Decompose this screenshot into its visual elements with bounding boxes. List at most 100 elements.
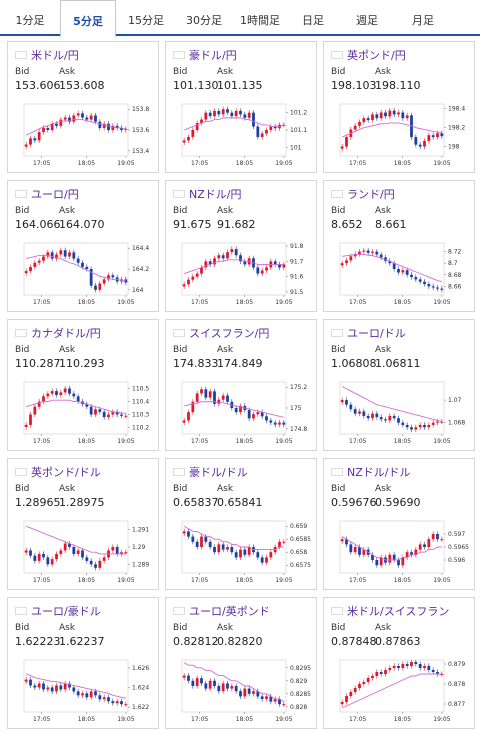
tab-timeframe[interactable]: 30分足 [186, 14, 222, 27]
chart-container[interactable]: 0.659 0.6585 0.658 0.6575 17:05 18:05 19:05 [170, 519, 312, 587]
candle-body [33, 262, 37, 267]
currency-pair-link[interactable]: 英ポンド/円 [347, 49, 406, 62]
tab-timeframe[interactable]: 月足 [412, 14, 434, 27]
rate-card[interactable]: ユーロ/ドル Bid Ask 1.06808 1.06811 1.07 1.068 17:05… [323, 319, 475, 451]
rate-card[interactable]: ユーロ/円 Bid Ask 164.066 164.070 164.4 164.2 164 17… [7, 180, 159, 312]
chart-container[interactable]: 164.4 164.2 164 17:05 18:05 19:05 [12, 241, 154, 309]
chart-container[interactable]: 0.8295 0.829 0.8285 0.828 17:05 18:05 19:05 [170, 658, 312, 726]
currency-pair-link[interactable]: 豪ドル/ドル [189, 466, 248, 479]
candle-body [68, 388, 71, 394]
bid-label: Bid [331, 484, 346, 494]
card-header: 米ドル/円 [15, 48, 79, 62]
chart-container[interactable]: 1.626 1.624 1.622 17:05 18:05 19:05 [12, 658, 154, 726]
candle-body [234, 110, 238, 117]
tab-timeframe[interactable]: 1分足 [15, 14, 45, 27]
bid-label: Bid [15, 67, 30, 77]
candle-body [221, 395, 225, 400]
rate-card[interactable]: ユーロ/英ポンド Bid Ask 0.82812 0.82820 0.8295 0.829 0… [165, 597, 317, 729]
currency-pair-link[interactable]: カナダドル/円 [31, 327, 101, 340]
x-tick-label: 17:05 [191, 299, 208, 306]
chart-container[interactable]: 8.72 8.7 8.68 8.66 17:05 18:05 19:05 [328, 241, 470, 309]
currency-pair-link[interactable]: スイスフラン/円 [189, 327, 270, 340]
gb-flag-icon [15, 468, 27, 476]
currency-pair-link[interactable]: NZドル/円 [189, 188, 242, 201]
card-header: ユーロ/円 [15, 187, 79, 201]
rate-card[interactable]: カナダドル/円 Bid Ask 110.287 110.293 110.5 110.4 110… [7, 319, 159, 451]
chart-container[interactable]: 91.8 91.7 91.6 91.5 17:05 18:05 19:05 [170, 241, 312, 309]
x-tick-label: 17:05 [349, 716, 366, 723]
chart-container[interactable]: 153.8 153.6 153.4 17:05 18:05 19:05 [12, 102, 154, 170]
rate-card[interactable]: NZドル/円 Bid Ask 91.675 91.682 91.8 91.7 91.6 91.5… [165, 180, 317, 312]
candle-body [252, 112, 255, 127]
card-header: 英ポンド/ドル [15, 465, 101, 479]
rate-card[interactable]: 英ポンド/ドル Bid Ask 1.28965 1.28975 1.291 1.29 1.28… [7, 458, 159, 590]
ch-flag-icon [173, 329, 185, 337]
candle-body [397, 269, 400, 273]
candle-body [392, 554, 396, 560]
rate-card[interactable]: ユーロ/豪ドル Bid Ask 1.62223 1.62237 1.626 1.624 1.6… [7, 597, 159, 729]
chart-container[interactable]: 1.291 1.29 1.289 17:05 18:05 19:05 [12, 519, 154, 587]
rate-card[interactable]: NZドル/ドル Bid Ask 0.59676 0.59690 0.597 0.5965 0.… [323, 458, 475, 590]
chart-container[interactable]: 110.5 110.4 110.3 110.2 17:05 18:05 19:05 [12, 380, 154, 448]
candle-body [182, 420, 186, 423]
ask-label: Ask [217, 206, 234, 216]
chart-container[interactable]: 1.07 1.068 17:05 18:05 19:05 [328, 380, 470, 448]
currency-pair-link[interactable]: ユーロ/英ポンド [189, 605, 270, 618]
candle-body [423, 666, 426, 668]
rate-card[interactable]: 米ドル/スイスフラン Bid Ask 0.87848 0.87863 0.879 0.878… [323, 597, 475, 729]
price-chart: 153.8 153.6 153.4 17:05 18:05 19:05 [23, 103, 149, 167]
candle-body [379, 417, 383, 420]
candle-body [239, 110, 242, 115]
currency-pair-link[interactable]: ランド/円 [347, 188, 395, 201]
currency-pair-link[interactable]: NZドル/ドル [347, 466, 411, 479]
candle-body [42, 256, 45, 261]
y-tick-label: 0.878 [448, 681, 465, 688]
tab-timeframe[interactable]: 5分足 [60, 0, 116, 37]
candle-body [423, 140, 426, 147]
candle-body [102, 123, 106, 128]
rate-card[interactable]: 豪ドル/ドル Bid Ask 0.65837 0.65841 0.659 0.6585 0.6… [165, 458, 317, 590]
bid-value: 1.28965 [15, 496, 61, 509]
candle-body [405, 424, 409, 428]
tab-timeframe[interactable]: 1時間足 [240, 14, 280, 27]
moving-average-line [342, 254, 442, 283]
eu-flag-icon [331, 329, 343, 337]
x-tick-label: 17:05 [191, 438, 208, 445]
rate-card[interactable]: 米ドル/円 Bid Ask 153.606 153.608 153.8 153.6 153.4… [7, 41, 159, 173]
currency-pair-link[interactable]: ユーロ/豪ドル [31, 605, 101, 618]
tab-timeframe[interactable]: 日足 [302, 14, 324, 27]
ask-label: Ask [375, 206, 392, 216]
currency-pair-link[interactable]: 豪ドル/円 [189, 49, 237, 62]
currency-pair-link[interactable]: 米ドル/スイスフラン [347, 605, 450, 618]
currency-pair-link[interactable]: ユーロ/ドル [347, 327, 406, 340]
bid-value: 0.65837 [173, 496, 219, 509]
currency-pair-link[interactable]: 英ポンド/ドル [31, 466, 101, 479]
tab-timeframe[interactable]: 15分足 [128, 14, 164, 27]
chart-container[interactable]: 198.4 198.2 198 17:05 18:05 19:05 [328, 102, 470, 170]
candle-body [273, 699, 277, 702]
y-tick-label: 101.1 [290, 127, 307, 134]
x-tick-label: 17:05 [349, 577, 366, 584]
candle-body [213, 547, 216, 553]
candle-body [379, 557, 383, 566]
candle-body [187, 531, 190, 537]
y-tick-label: 164.4 [132, 245, 149, 252]
candle-body [33, 685, 37, 688]
candle-body [384, 112, 387, 117]
candle-body [124, 704, 128, 706]
chart-container[interactable]: 175.2 175 174.8 17:05 18:05 19:05 [170, 380, 312, 448]
plot-area [339, 381, 445, 435]
tab-timeframe[interactable]: 週足 [356, 14, 378, 27]
rate-card[interactable]: ランド/円 Bid Ask 8.652 8.661 8.72 8.7 8.68 8.66 17:0… [323, 180, 475, 312]
currency-pair-link[interactable]: 米ドル/円 [31, 49, 79, 62]
currency-pair-link[interactable]: ユーロ/円 [31, 188, 79, 201]
candle-body [431, 135, 435, 138]
candle-body [247, 112, 251, 118]
rate-card[interactable]: 豪ドル/円 Bid Ask 101.130 101.135 101.2 101.1 101 17… [165, 41, 317, 173]
rate-card[interactable]: スイスフラン/円 Bid Ask 174.833 174.849 175.2 175 174.… [165, 319, 317, 451]
chart-container[interactable]: 101.2 101.1 101 17:05 18:05 19:05 [170, 102, 312, 170]
rate-card[interactable]: 英ポンド/円 Bid Ask 198.103 198.110 198.4 198.2 198 1… [323, 41, 475, 173]
candle-body [200, 536, 203, 547]
chart-container[interactable]: 0.879 0.878 0.877 17:05 18:05 19:05 [328, 658, 470, 726]
chart-container[interactable]: 0.597 0.5965 0.596 17:05 18:05 19:05 [328, 519, 470, 587]
